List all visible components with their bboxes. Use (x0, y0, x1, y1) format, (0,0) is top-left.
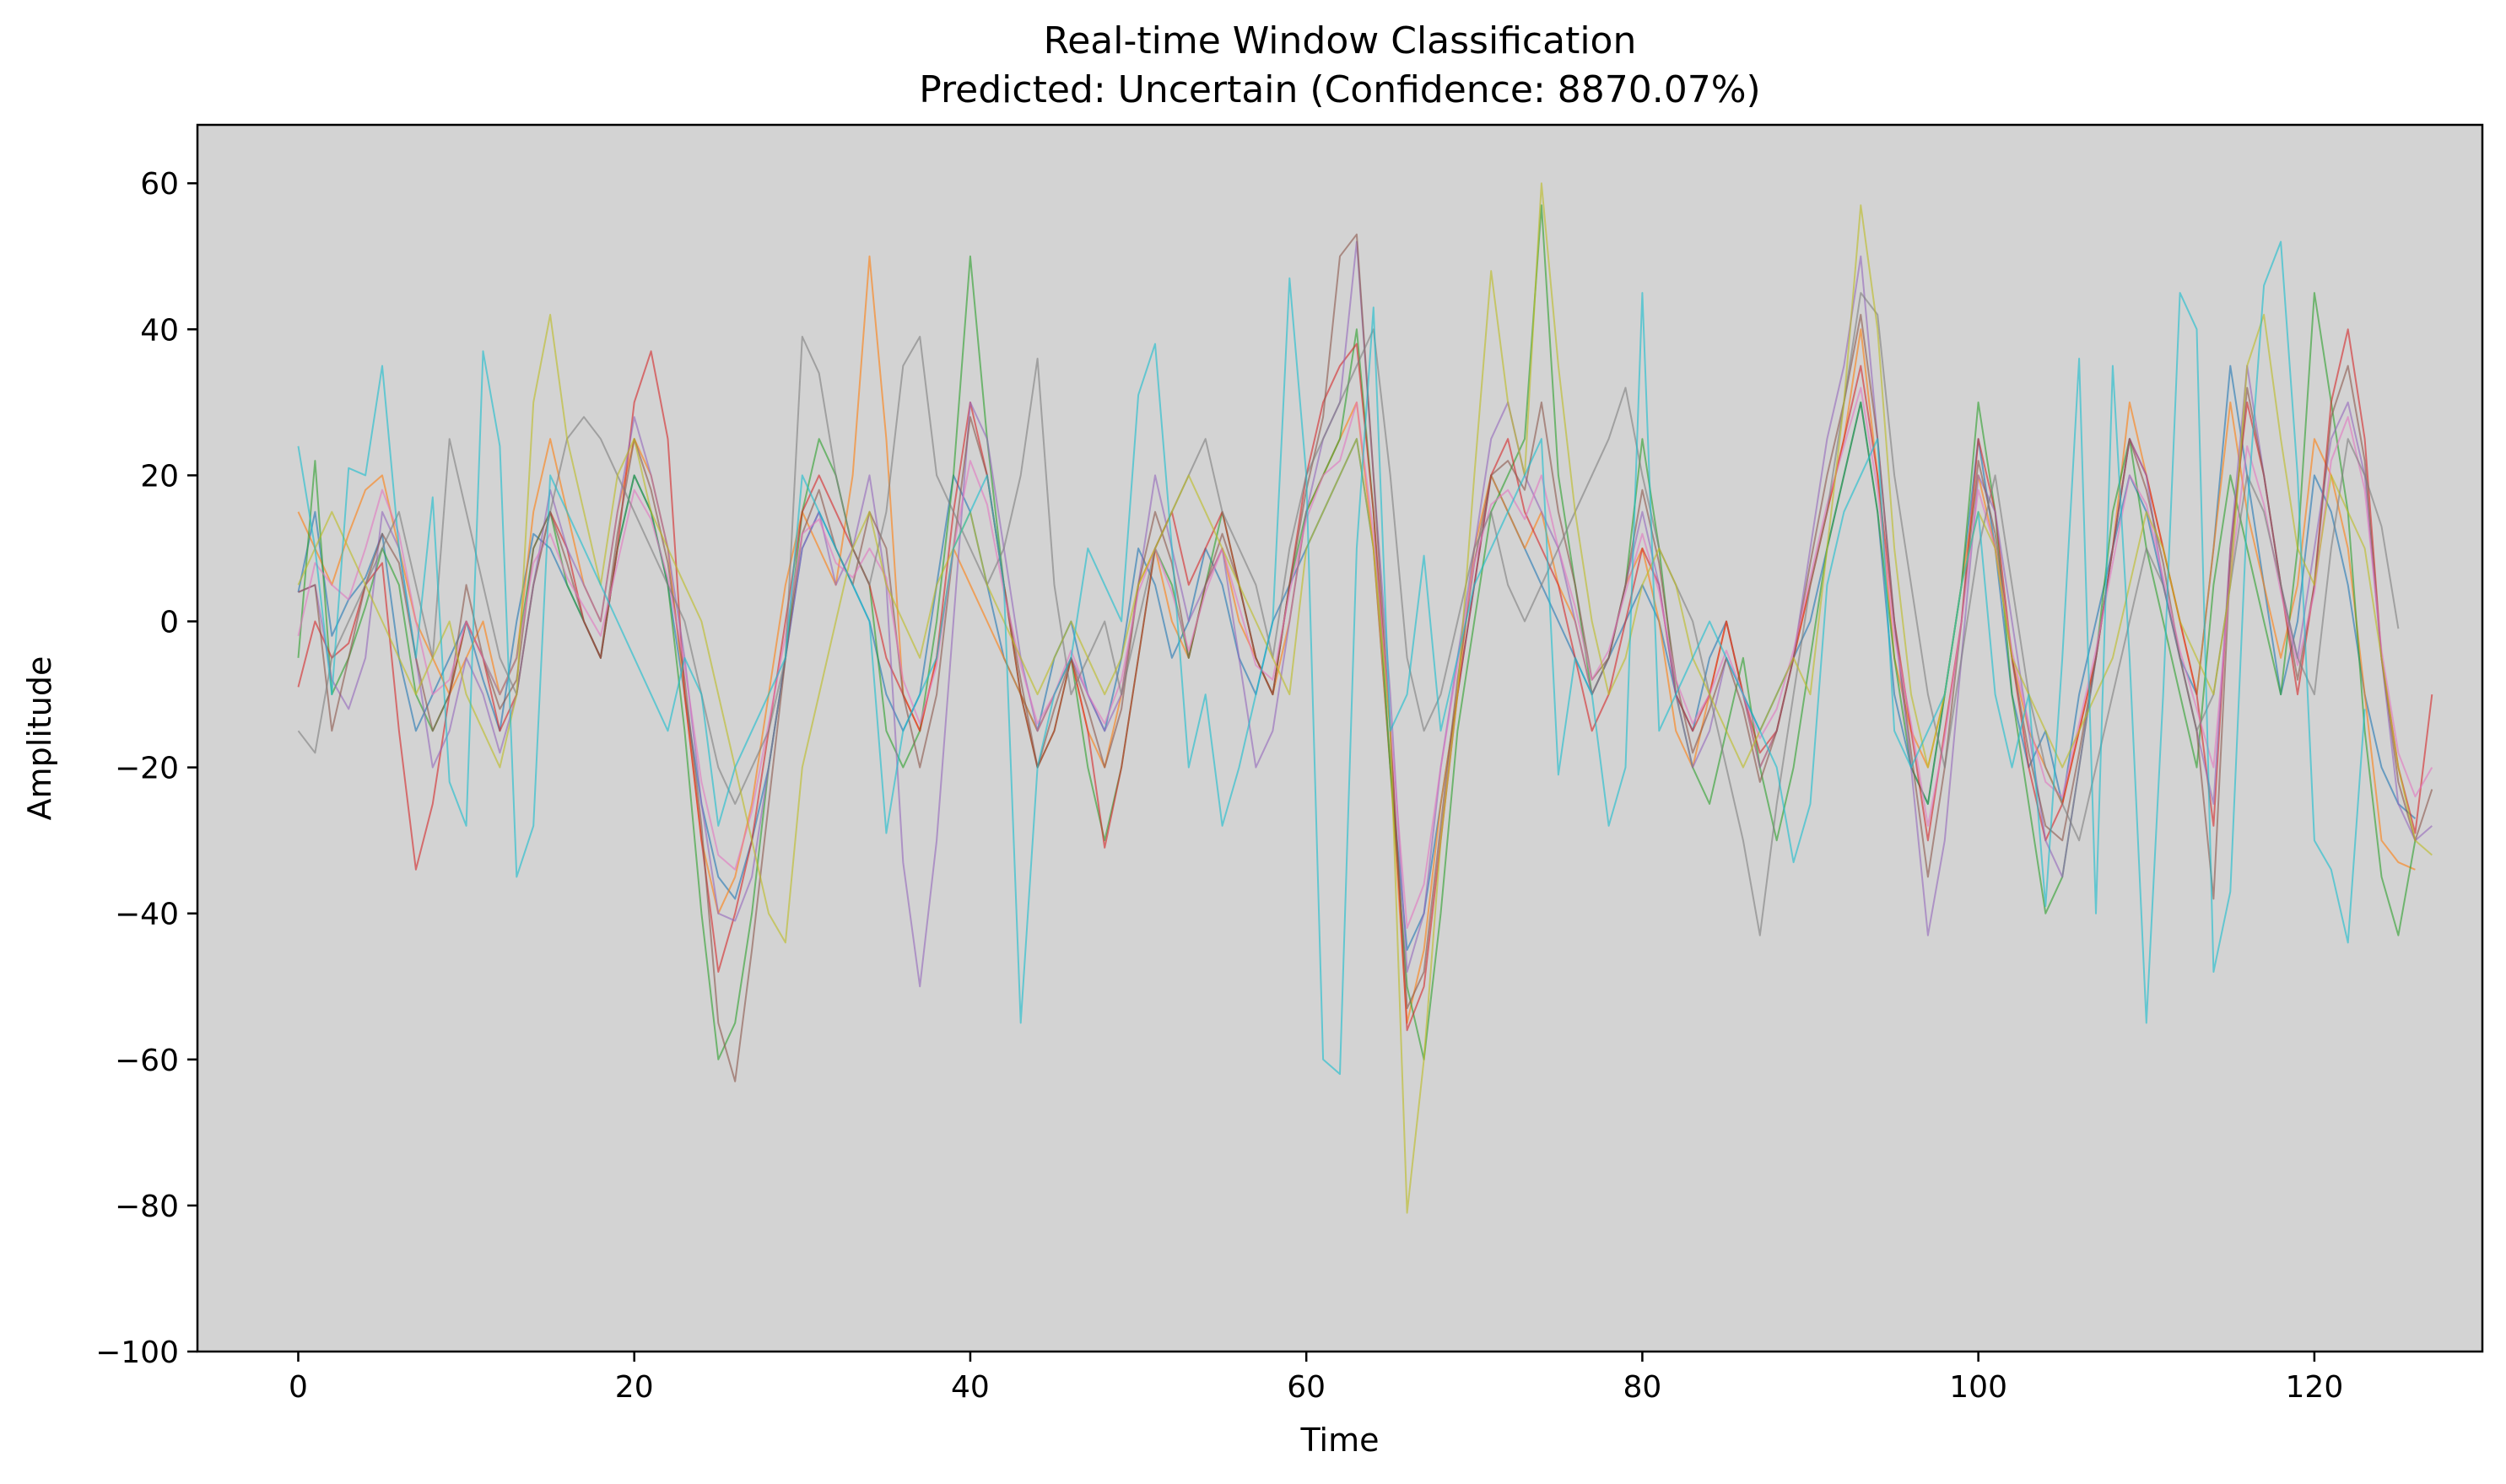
y-tick-label: 0 (159, 606, 179, 640)
x-tick-label: 0 (289, 1370, 308, 1405)
y-tick-label: −20 (115, 752, 179, 786)
y-axis-ticks: −100 −80 −60 −40 −20 0 20 40 60 (95, 167, 197, 1370)
x-tick-label: 120 (2286, 1370, 2344, 1405)
x-tick-label: 100 (1949, 1370, 2007, 1405)
y-tick-label: −40 (115, 898, 179, 932)
series-line-8 (297, 292, 2400, 936)
series-line-9 (297, 182, 2433, 1214)
y-axis-label: Amplitude (21, 656, 58, 821)
x-tick-label: 40 (951, 1370, 990, 1405)
series-line-10 (297, 240, 2366, 1076)
y-tick-label: 40 (140, 313, 179, 348)
y-tick-label: 20 (140, 459, 179, 494)
plot-frame (196, 123, 2484, 1353)
y-tick-label: −100 (95, 1336, 179, 1370)
x-tick-label: 20 (615, 1370, 654, 1405)
plot-area (197, 125, 2482, 1352)
x-tick-label: 60 (1287, 1370, 1326, 1405)
x-axis-ticks: 0 20 40 60 80 100 120 (289, 1352, 2343, 1405)
chart-subtitle: Predicted: Uncertain (Confidence: 8870.0… (919, 68, 1760, 111)
x-tick-label: 80 (1623, 1370, 1662, 1405)
y-tick-label: −60 (115, 1044, 179, 1078)
y-tick-label: −80 (115, 1190, 179, 1224)
x-axis-label: Time (1300, 1422, 1380, 1459)
series-line-6 (298, 233, 2433, 1082)
chart-title: Real-time Window Classification (1044, 19, 1637, 62)
series-layer (297, 182, 2433, 1214)
y-tick-label: 60 (140, 167, 179, 202)
